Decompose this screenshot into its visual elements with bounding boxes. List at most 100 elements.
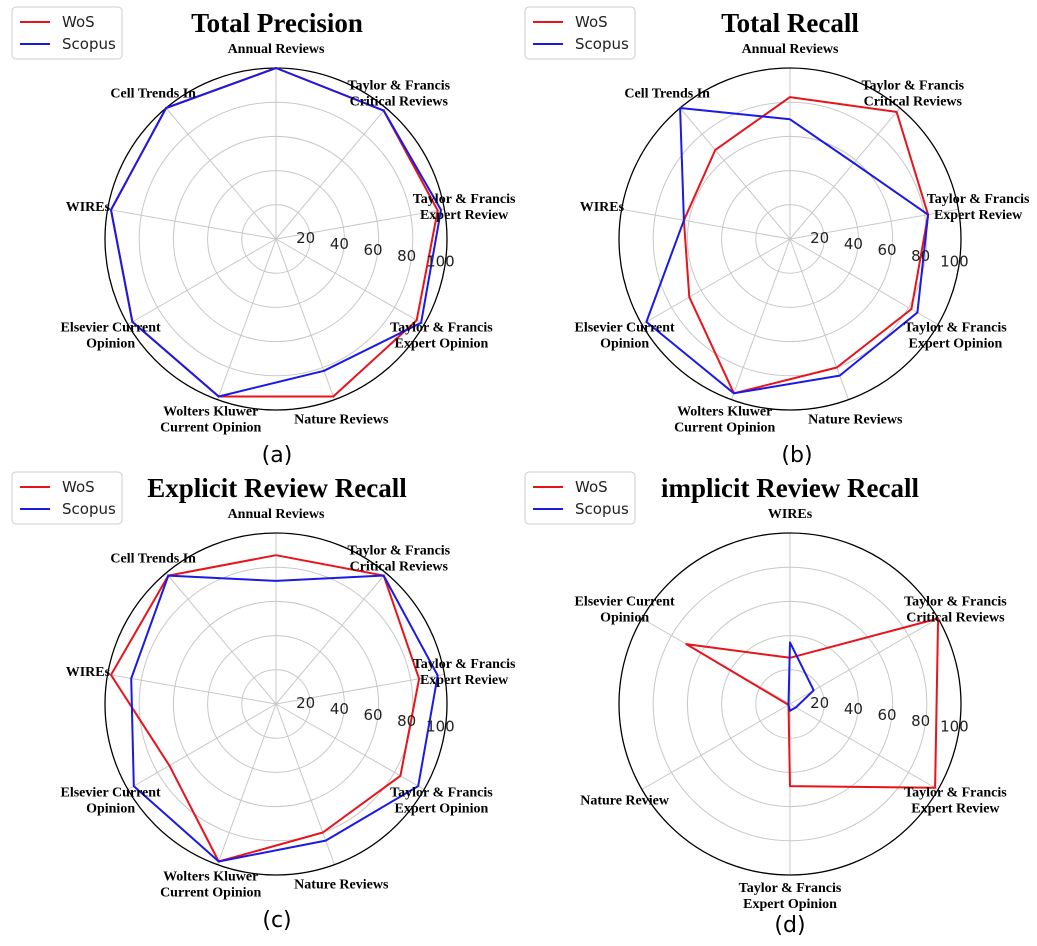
- axis-label-taylor-and-francis-expert-review: Taylor & Francis Expert Review: [413, 657, 516, 688]
- axis-label-nature-review: Nature Review: [580, 794, 670, 809]
- polar-frame: [104, 532, 448, 876]
- legend-entry-scopus: Scopus: [62, 35, 116, 53]
- axis-label-taylor-and-francis-expert-review: Taylor & Francis Expert Review: [927, 192, 1030, 223]
- radial-tick-label: 20: [296, 229, 315, 247]
- axis-label-annual-reviews: Annual Reviews: [228, 42, 325, 57]
- chart-title: implicit Review Recall: [661, 473, 919, 503]
- radial-tick-label: 40: [844, 700, 863, 718]
- radial-tick-label: 100: [426, 718, 455, 736]
- radial-tick-label: 40: [330, 700, 349, 718]
- radial-tick-label: 80: [911, 712, 930, 730]
- axis-spoke: [107, 208, 277, 240]
- axis-spoke: [275, 703, 425, 790]
- axis-label-taylor-and-francis-critical-reviews: Taylor & Francis Critical Reviews: [904, 595, 1007, 626]
- radar-panel-4: 20 40 60 80 100 WIREs Taylor & Francis Critical…: [524, 471, 1007, 938]
- axis-spoke: [789, 618, 939, 705]
- radial-tick-label: 80: [911, 247, 930, 265]
- legend: WoS Scopus: [11, 471, 123, 525]
- axis-label-taylor-and-francis-expert-opinion: Taylor & Francis Expert Opinion: [390, 321, 493, 352]
- axis-spoke: [789, 208, 959, 240]
- axis-label-nature-reviews: Nature Reviews: [294, 878, 389, 893]
- axis-label-annual-reviews: Annual Reviews: [228, 507, 325, 522]
- axis-spoke: [165, 572, 277, 705]
- axis-label-elsevier-current-opinion: Elsevier Current Opinion: [61, 786, 162, 817]
- axis-spoke: [217, 238, 277, 400]
- axis-label-taylor-and-francis-expert-review: Taylor & Francis Expert Review: [413, 192, 516, 223]
- radial-tick-label: 60: [877, 241, 896, 259]
- series-scopus-line: [787, 641, 815, 712]
- axis-spoke: [731, 238, 791, 400]
- series-wos-line: [685, 617, 940, 789]
- axis-label-wolters-kluwer-current-opinion: Wolters Kluwer Current Opinion: [160, 405, 261, 436]
- axis-spoke: [217, 703, 277, 865]
- radar-panel-3: 20 40 60 80 100 Annual Reviews Taylor & Franci…: [11, 471, 516, 933]
- axis-spoke: [641, 238, 791, 325]
- axis-label-cell-trends-in: Cell Trends In: [110, 552, 196, 567]
- axis-spoke: [275, 703, 335, 865]
- radial-tick-label: 20: [296, 694, 315, 712]
- chart-title: Explicit Review Recall: [147, 473, 407, 503]
- axis-label-elsevier-current-opinion: Elsevier Current Opinion: [61, 321, 162, 352]
- axis-label-wires: WIREs: [580, 200, 625, 215]
- axis-spoke: [107, 673, 277, 705]
- axis-label-wires: WIREs: [66, 200, 111, 215]
- axis-spoke: [275, 238, 335, 400]
- axis-label-taylor-and-francis-critical-reviews: Taylor & Francis Critical Reviews: [347, 79, 450, 110]
- chart-title: Total Precision: [191, 8, 363, 38]
- legend-entry-wos: WoS: [62, 13, 95, 31]
- axis-label-taylor-and-francis-expert-opinion: Taylor & Francis Expert Opinion: [739, 881, 842, 912]
- legend: WoS Scopus: [11, 6, 123, 60]
- axis-label-wires: WIREs: [66, 665, 111, 680]
- radial-tick-label: 80: [397, 247, 416, 265]
- series-wos-line: [110, 554, 421, 863]
- axis-label-taylor-and-francis-expert-opinion: Taylor & Francis Expert Opinion: [390, 786, 493, 817]
- axis-spoke: [275, 572, 387, 705]
- axis-label-wires: WIREs: [768, 507, 813, 522]
- radial-tick-label: 60: [877, 706, 896, 724]
- axis-spoke: [275, 673, 445, 705]
- axis-label-nature-reviews: Nature Reviews: [808, 413, 903, 428]
- axis-label-taylor-and-francis-expert-review: Taylor & Francis Expert Review: [904, 786, 1007, 817]
- axis-label-nature-reviews: Nature Reviews: [294, 413, 389, 428]
- radial-tick-label: 80: [397, 712, 416, 730]
- legend-entry-wos: WoS: [575, 478, 608, 496]
- series-scopus-line: [130, 574, 439, 863]
- radar-panel-1: 20 40 60 80 100 Annual Reviews Taylor & Franci…: [11, 6, 516, 468]
- radial-tick-label: 100: [426, 253, 455, 271]
- legend: WoS Scopus: [524, 6, 636, 60]
- legend: WoS Scopus: [524, 471, 636, 525]
- axis-spoke: [275, 208, 445, 240]
- polar-frame: [618, 67, 962, 411]
- radar-panel-2: 20 40 60 80 100 Annual Reviews Taylor & Franci…: [524, 6, 1030, 468]
- radial-tick-label: 100: [940, 253, 969, 271]
- axis-spoke: [641, 703, 791, 790]
- axis-spoke: [789, 703, 939, 790]
- series-scopus-line: [645, 107, 930, 395]
- radial-tick-label: 60: [363, 241, 382, 259]
- radial-tick-label: 20: [810, 229, 829, 247]
- legend-entry-scopus: Scopus: [62, 500, 116, 518]
- legend-entry-scopus: Scopus: [575, 500, 629, 518]
- panel-label: (a): [262, 443, 293, 468]
- legend-box: [524, 6, 636, 60]
- panel-label: (c): [262, 908, 291, 933]
- radial-tick-label: 40: [330, 235, 349, 253]
- legend-box: [524, 471, 636, 525]
- radial-tick-label: 40: [844, 235, 863, 253]
- axis-label-annual-reviews: Annual Reviews: [742, 42, 839, 57]
- axis-spoke: [275, 107, 387, 240]
- axis-spoke: [127, 703, 277, 790]
- axis-label-wolters-kluwer-current-opinion: Wolters Kluwer Current Opinion: [160, 870, 261, 901]
- axis-spoke: [275, 238, 425, 325]
- series-wos-line: [682, 96, 930, 395]
- legend-entry-wos: WoS: [62, 478, 95, 496]
- legend-box: [11, 471, 123, 525]
- polar-frame: [618, 532, 962, 876]
- panel-label: (b): [781, 443, 812, 468]
- radial-tick-label: 60: [363, 706, 382, 724]
- axis-spoke: [127, 238, 277, 325]
- axis-label-wolters-kluwer-current-opinion: Wolters Kluwer Current Opinion: [674, 405, 775, 436]
- axis-spoke: [165, 107, 277, 240]
- legend-box: [11, 6, 123, 60]
